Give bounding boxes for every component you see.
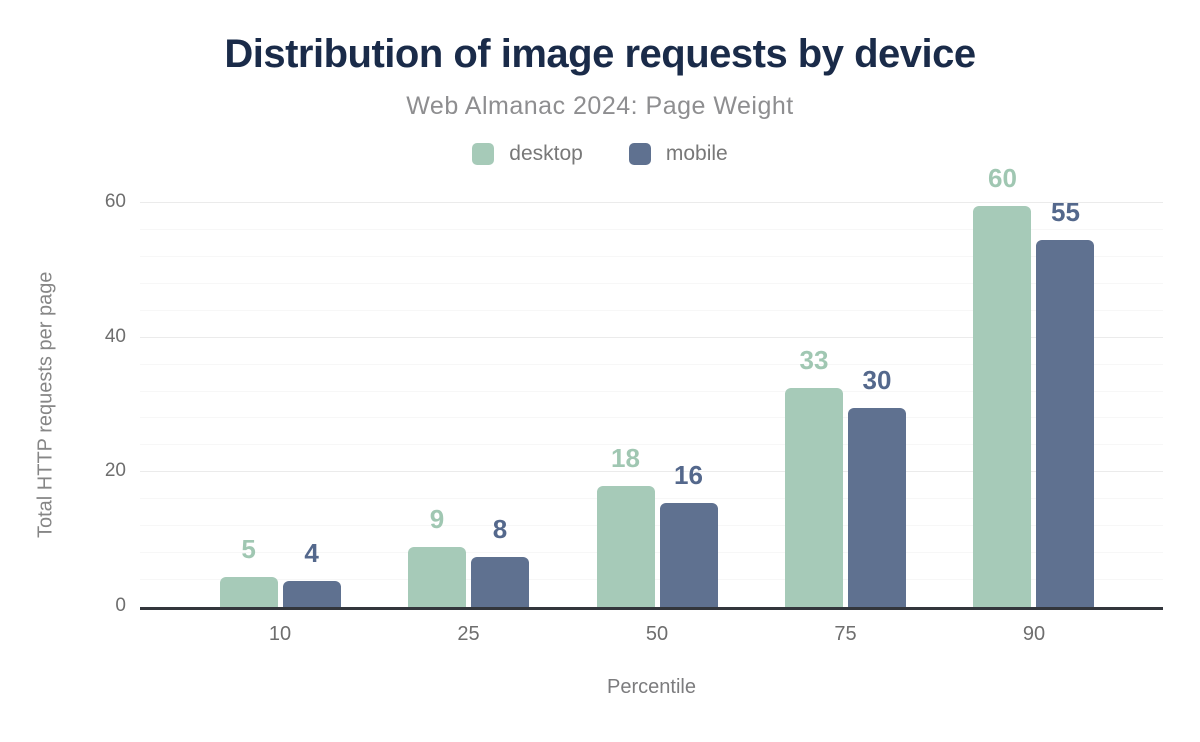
bar-label-desktop-p25: 9 <box>429 504 445 535</box>
bar-label-mobile-p10: 4 <box>304 538 319 569</box>
minor-gridline <box>140 363 1163 365</box>
minor-gridline <box>140 228 1163 230</box>
major-gridline <box>140 336 1163 338</box>
bar-mobile-p50[interactable]: 16 <box>659 460 718 607</box>
legend-item-mobile[interactable]: mobile <box>628 142 728 166</box>
bar-label-desktop-p90: 60 <box>988 163 1017 194</box>
legend-label-desktop: desktop <box>509 142 583 165</box>
bar-desktop-p25[interactable]: 9 <box>408 504 467 607</box>
bar-group-p10: 5 4 10 <box>219 203 341 645</box>
bar-desktop-p75[interactable]: 33 <box>785 345 843 607</box>
bar-desktop-p10[interactable]: 5 <box>219 534 278 607</box>
minor-gridline <box>140 282 1163 284</box>
bar-group-p90: 60 55 90 <box>973 163 1095 645</box>
y-tick-label-20: 20 <box>104 460 126 482</box>
bar-label-mobile-p25: 8 <box>492 513 508 544</box>
y-tick-label-60: 60 <box>104 191 126 212</box>
bar-desktop-p50[interactable]: 18 <box>596 443 655 607</box>
plot-area: 0 20 40 60 5 4 10 9 8 25 18 16 50 33 30 75 60 55 90 <box>105 163 1163 645</box>
bar-label-mobile-p90: 55 <box>1051 197 1080 228</box>
bar-label-desktop-p75: 33 <box>799 345 829 376</box>
legend: desktop mobile <box>0 142 1200 166</box>
bar-mobile-p25[interactable]: 8 <box>471 514 530 607</box>
x-tick-label-10: 10 <box>268 623 292 645</box>
chart-subtitle: Web Almanac 2024: Page Weight <box>406 92 794 120</box>
minor-gridline <box>140 444 1163 446</box>
bar-desktop-p90[interactable]: 60 <box>973 163 1032 607</box>
x-tick-label-75: 75 <box>834 623 857 645</box>
bar-mobile-p10[interactable]: 4 <box>282 538 341 607</box>
major-gridline <box>140 471 1163 473</box>
minor-gridline <box>140 417 1163 419</box>
bar-mobile-p90[interactable]: 55 <box>1036 197 1095 607</box>
minor-gridline <box>140 390 1163 392</box>
bar-label-mobile-p50: 16 <box>674 459 703 490</box>
bar-group-p50: 18 16 50 <box>596 203 718 645</box>
legend-label-mobile: mobile <box>665 142 728 165</box>
y-tick-label-40: 40 <box>104 325 126 347</box>
minor-gridline <box>140 309 1163 311</box>
bar-label-desktop-p10: 5 <box>241 533 256 564</box>
x-tick-label-90: 90 <box>1022 623 1046 645</box>
bar-mobile-p75[interactable]: 30 <box>848 365 906 607</box>
desktop-swatch-icon <box>472 143 495 165</box>
y-tick-label-0: 0 <box>115 595 126 616</box>
y-axis-title: Total HTTP requests per page <box>34 271 57 539</box>
x-tick-label-50: 50 <box>645 623 669 645</box>
bar-group-p25: 9 8 25 <box>408 203 530 645</box>
minor-gridline <box>140 255 1163 257</box>
chart-title: Distribution of image requests by device <box>224 32 976 76</box>
x-tick-label-25: 25 <box>457 623 480 645</box>
bar-label-mobile-p75: 30 <box>862 365 892 396</box>
major-gridline <box>140 202 1163 203</box>
bar-label-desktop-p50: 18 <box>611 443 640 474</box>
legend-item-desktop[interactable]: desktop <box>472 142 583 166</box>
bar-group-p75: 33 30 75 <box>785 203 906 645</box>
mobile-swatch-icon <box>628 143 651 165</box>
x-axis-title: Percentile <box>607 676 696 698</box>
